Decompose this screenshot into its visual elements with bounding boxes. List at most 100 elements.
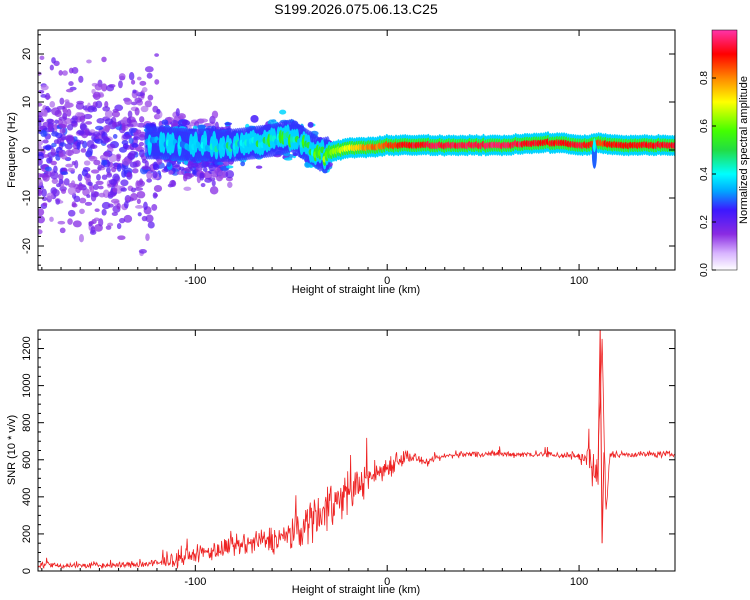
spectrogram-speckle bbox=[67, 209, 76, 217]
spectrogram-speckle bbox=[209, 186, 219, 195]
spectrogram-speckle bbox=[169, 179, 177, 188]
spectrogram-speckle bbox=[111, 121, 117, 128]
spectrogram-speckle bbox=[71, 67, 79, 74]
spectrogram-speckle bbox=[122, 143, 129, 150]
spectrogram-speckle bbox=[45, 92, 51, 101]
spectrogram-speckle bbox=[146, 170, 153, 180]
spectrogram-speckle bbox=[50, 171, 59, 180]
snr-y-tick-label: 400 bbox=[21, 488, 33, 506]
spectrogram-speckle bbox=[53, 165, 58, 173]
snr-y-label: SNR (10 * v/v) bbox=[6, 415, 18, 485]
spectrogram-speckle bbox=[58, 173, 64, 181]
spectrogram-speckle bbox=[143, 201, 148, 211]
spectrogram-speckle bbox=[127, 152, 135, 160]
spectrogram-speckle bbox=[126, 117, 132, 124]
spectrogram-speckle bbox=[225, 165, 234, 169]
spectrogram-speckle bbox=[46, 118, 54, 123]
spectrogram-speckle bbox=[39, 55, 45, 61]
spectrogram-speckle bbox=[146, 72, 153, 79]
spectrogram-speckle bbox=[125, 196, 131, 201]
spectrogram-speckle bbox=[66, 124, 74, 131]
spectrogram-speckle bbox=[101, 56, 107, 63]
spectrogram-speckle bbox=[146, 178, 152, 183]
spectrogram-y-tick-label: 20 bbox=[21, 48, 33, 60]
spectrogram-speckle bbox=[59, 97, 65, 105]
spectrogram-speckle bbox=[59, 142, 67, 147]
snr-plot-area bbox=[38, 330, 675, 571]
spectrogram-speckle bbox=[95, 180, 104, 185]
spectrogram-speckle bbox=[132, 89, 137, 94]
spectrogram-speckle bbox=[112, 133, 118, 139]
spectrogram-speckle bbox=[74, 160, 79, 169]
spectrogram-speckle bbox=[65, 149, 75, 156]
spectrogram-speckle bbox=[132, 168, 139, 174]
spectrogram-speckle bbox=[75, 102, 85, 110]
snr-spike bbox=[597, 330, 605, 544]
snr-y-tick-label: 800 bbox=[21, 414, 33, 432]
spectrogram-speckle bbox=[80, 123, 88, 131]
spectrogram-speckle bbox=[110, 198, 120, 204]
spectrogram-speckle bbox=[38, 89, 45, 94]
spectrogram-speckle bbox=[79, 115, 86, 123]
spectrogram-speckle bbox=[58, 178, 64, 185]
spectrogram-speckle bbox=[202, 167, 208, 172]
spectrogram-speckle bbox=[217, 161, 224, 166]
spectrogram-speckle bbox=[156, 109, 161, 115]
spectrogram-speckle bbox=[94, 208, 100, 213]
spectrogram-speckle bbox=[197, 124, 207, 129]
spectrogram-speckle bbox=[67, 218, 73, 225]
spectrogram-speckle bbox=[136, 190, 146, 199]
spectrogram-speckle bbox=[121, 122, 126, 131]
spectrogram-speckle bbox=[98, 218, 104, 227]
spectrogram-speckle bbox=[80, 148, 87, 153]
spectrogram-speckle bbox=[166, 161, 172, 167]
spectrogram-speckle bbox=[200, 182, 206, 188]
spectrogram-speckle bbox=[139, 80, 147, 86]
spectrogram-speckle bbox=[181, 119, 191, 126]
spectrogram-y-tick-label: -10 bbox=[21, 190, 33, 206]
spectrogram-speckle bbox=[59, 127, 66, 134]
spectrogram-speckle bbox=[95, 125, 104, 131]
spectrogram-speckle bbox=[51, 178, 59, 184]
spectrogram-speckle bbox=[106, 143, 116, 149]
spectrogram-speckle bbox=[59, 227, 66, 234]
spectrogram-speckle bbox=[61, 171, 69, 176]
spectrogram-speckle bbox=[58, 70, 63, 76]
spectrogram-speckle bbox=[70, 180, 76, 187]
spectrogram-speckle bbox=[42, 202, 48, 207]
spectrogram-speckle bbox=[90, 226, 96, 234]
spectrogram-speckle bbox=[127, 110, 133, 119]
spectrogram-speckle bbox=[116, 163, 122, 172]
spectrogram-speckle bbox=[49, 100, 56, 108]
spectrogram-speckle bbox=[42, 130, 48, 137]
spectrogram-speckle bbox=[38, 151, 44, 157]
colorbar-gradient bbox=[711, 29, 738, 271]
spectrogram-speckle bbox=[224, 122, 233, 126]
spectrogram-speckle bbox=[49, 64, 54, 71]
spectrogram-speckle bbox=[41, 196, 48, 201]
spectrogram-speckle bbox=[240, 161, 246, 167]
spectrogram-speckle bbox=[96, 118, 105, 124]
spectrogram-speckle bbox=[87, 181, 93, 187]
spectrogram-speckle bbox=[152, 170, 158, 179]
spectrogram-speckle bbox=[135, 129, 142, 134]
spectrogram-speckle bbox=[130, 79, 136, 85]
spectrogram-speckle bbox=[60, 188, 67, 194]
spectrogram-speckle bbox=[111, 211, 118, 216]
spectrogram-speckle bbox=[38, 139, 43, 146]
spectrogram-speckle bbox=[118, 73, 126, 81]
spectrogram-speckle bbox=[145, 214, 154, 223]
spectrogram-speckle bbox=[97, 164, 102, 171]
snr-y-tick-label: 200 bbox=[21, 525, 33, 543]
spectrogram-speckle bbox=[102, 106, 111, 112]
spectrogram-speckle bbox=[64, 99, 70, 104]
spectrogram-speckle bbox=[97, 185, 104, 190]
spectrogram-speckle bbox=[144, 160, 149, 169]
spectrogram-speckle bbox=[38, 179, 43, 186]
spectrogram-speckle bbox=[59, 123, 67, 129]
spectrogram-speckle bbox=[51, 131, 59, 137]
spectrogram-ridge-segment bbox=[147, 141, 152, 149]
spectrogram-speckle bbox=[139, 116, 145, 123]
